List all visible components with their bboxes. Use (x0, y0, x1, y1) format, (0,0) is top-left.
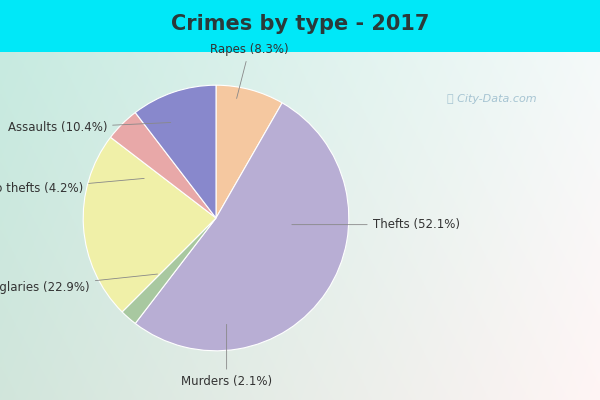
Text: Murders (2.1%): Murders (2.1%) (181, 324, 272, 388)
Wedge shape (135, 103, 349, 351)
Text: ⓘ City-Data.com: ⓘ City-Data.com (447, 94, 537, 104)
Wedge shape (122, 218, 216, 324)
Text: Crimes by type - 2017: Crimes by type - 2017 (171, 14, 429, 34)
Text: Rapes (8.3%): Rapes (8.3%) (210, 43, 289, 98)
Wedge shape (135, 85, 216, 218)
Wedge shape (110, 112, 216, 218)
Text: Thefts (52.1%): Thefts (52.1%) (292, 218, 460, 231)
Text: Assaults (10.4%): Assaults (10.4%) (8, 121, 171, 134)
Text: Burglaries (22.9%): Burglaries (22.9%) (0, 274, 157, 294)
Text: Auto thefts (4.2%): Auto thefts (4.2%) (0, 178, 144, 195)
Wedge shape (216, 85, 282, 218)
Wedge shape (83, 137, 216, 312)
